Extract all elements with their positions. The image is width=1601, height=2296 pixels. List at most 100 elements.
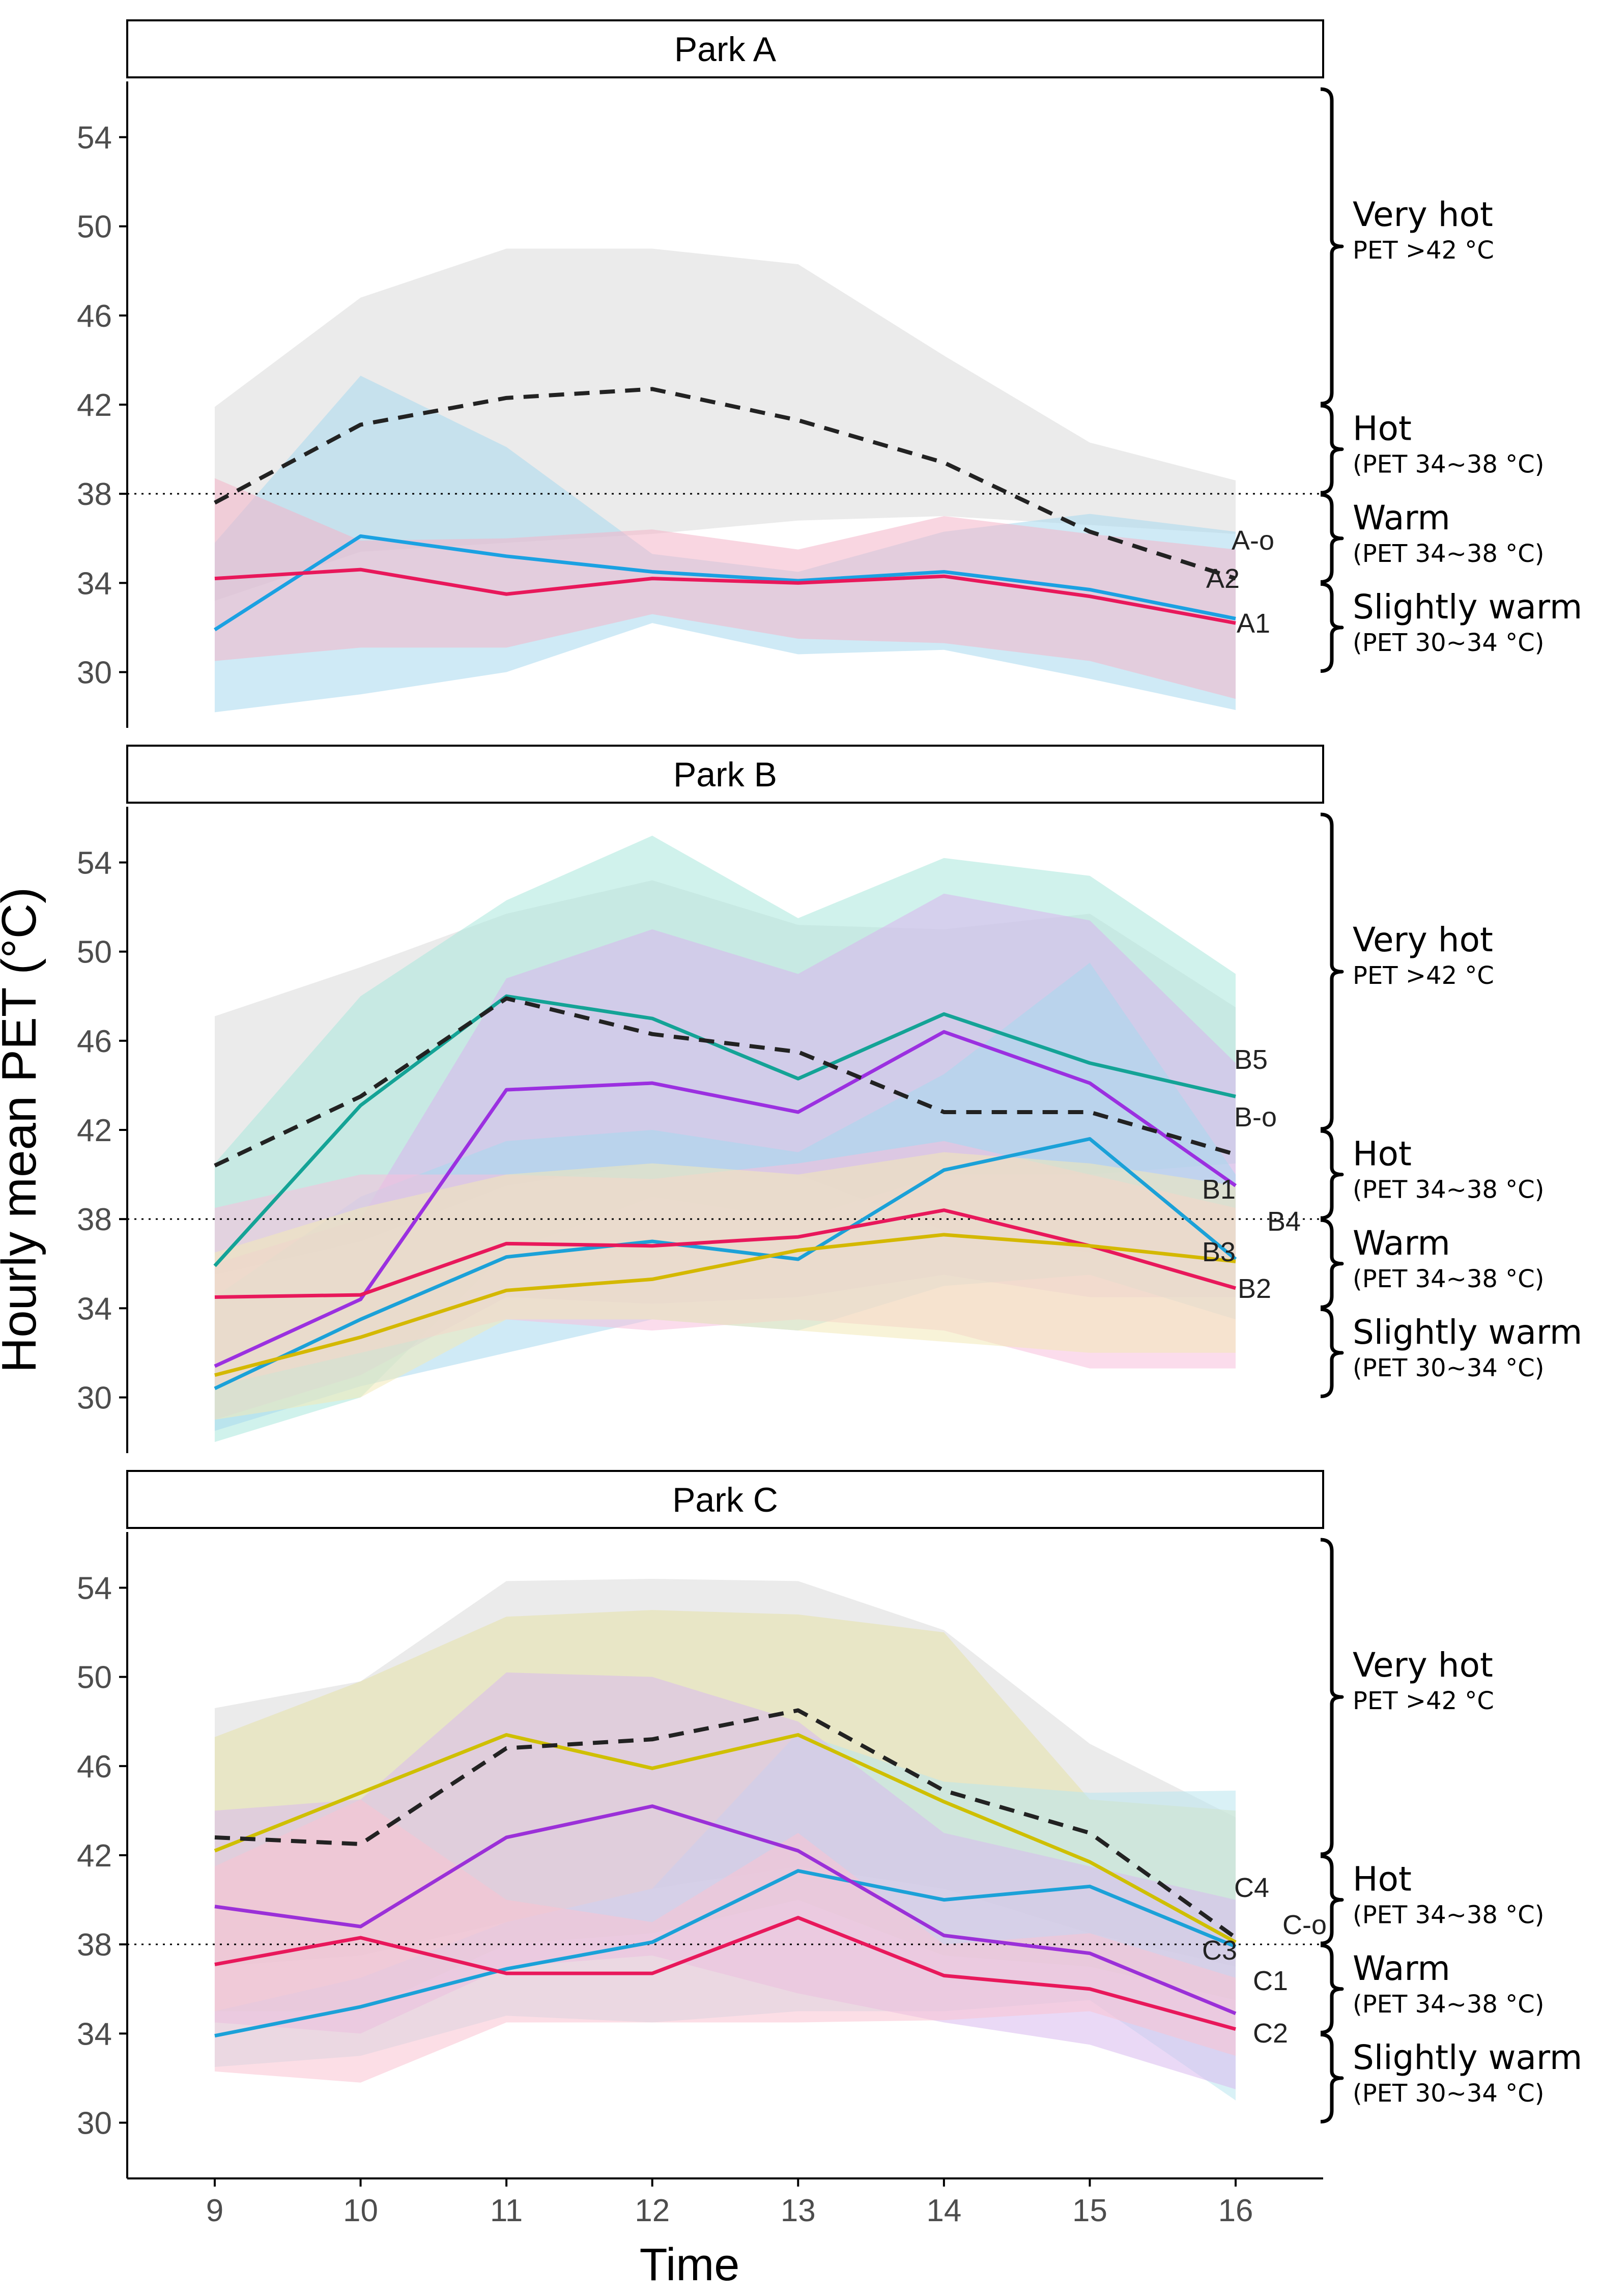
y-tick-label: 34 [77, 2017, 112, 2052]
panel-title: Park B [673, 755, 777, 794]
y-tick-label: 54 [77, 1571, 112, 1606]
series-label-C2: C2 [1253, 2018, 1288, 2049]
series-label-B-o: B-o [1234, 1102, 1277, 1132]
category-label: Very hot [1353, 195, 1493, 234]
category-range: (PET 30~34 °C) [1353, 1354, 1544, 1382]
panel-strip [126, 1470, 1324, 1529]
series-label-C3: C3 [1202, 1935, 1237, 1966]
y-tick-label: 30 [77, 1381, 112, 1416]
panel-3: Park C C-o C4 C3 C1 C2 30 34 38 42 46 50 54 Very hotP… [77, 1470, 1582, 2290]
category-range: (PET 34~38 °C) [1353, 1176, 1544, 1204]
x-tick-label: 15 [1072, 2193, 1107, 2228]
series-label-B1: B1 [1202, 1174, 1236, 1205]
category-range: PET >42 °C [1353, 961, 1494, 990]
series-label-B5: B5 [1234, 1044, 1268, 1075]
y-tick-label: 38 [77, 477, 112, 512]
category-range: (PET 34~38 °C) [1353, 1990, 1544, 2019]
series-line-C2 [214, 1916, 1236, 2031]
category-range: (PET 34~38 °C) [1353, 1901, 1544, 1930]
category-brace [1320, 2032, 1344, 2124]
category-range: (PET 30~34 °C) [1353, 629, 1544, 657]
series-line-B4 [214, 1137, 1237, 1391]
y-tick-label: 50 [77, 1660, 112, 1695]
series-line-C-o [214, 1708, 1237, 1940]
series-label-B4: B4 [1267, 1206, 1301, 1237]
category-label: Warm [1353, 1949, 1450, 1988]
y-tick-label: 50 [77, 210, 112, 245]
series-line-B-o [214, 996, 1237, 1168]
series-line-B3 [214, 1208, 1237, 1299]
series-label-B2: B2 [1238, 1273, 1271, 1304]
series-line-C1 [214, 1804, 1237, 2016]
x-tick-label: 14 [926, 2193, 961, 2228]
series-line-B5 [213, 994, 1236, 1267]
category-brace [1320, 582, 1344, 673]
category-brace [1320, 1943, 1344, 2034]
y-axis-title: Hourly mean PET (°C) [0, 887, 46, 1373]
x-tick-label: 9 [206, 2193, 223, 2228]
series-label-C1: C1 [1253, 1966, 1288, 1996]
category-label: Slightly warm [1353, 1313, 1582, 1352]
panel-strip [126, 745, 1324, 804]
band-A1 [214, 478, 1236, 699]
series-line-A2 [214, 534, 1236, 632]
category-brace [1320, 812, 1344, 1131]
y-tick-label: 46 [77, 1749, 112, 1784]
y-tick-label: 42 [77, 1113, 112, 1148]
category-label: Very hot [1353, 920, 1493, 959]
category-range: PET >42 °C [1353, 236, 1494, 265]
series-line-B1 [214, 1030, 1237, 1368]
x-tick-label: 13 [781, 2193, 816, 2228]
category-brace [1320, 493, 1344, 584]
category-brace [1320, 1307, 1344, 1399]
category-brace [1320, 404, 1344, 495]
category-label: Hot [1353, 409, 1412, 448]
category-brace [1320, 1538, 1344, 1856]
panel-title: Park A [674, 30, 777, 69]
y-tick-label: 54 [77, 120, 112, 155]
series-label-A2: A2 [1206, 563, 1240, 594]
category-brace [1320, 1218, 1344, 1309]
series-line-C4 [214, 1733, 1237, 1944]
series-label-C4: C4 [1234, 1873, 1269, 1903]
x-tick-label: 10 [343, 2193, 378, 2228]
y-tick-label: 38 [77, 1202, 112, 1237]
category-brace [1320, 87, 1344, 406]
panel-title: Park C [672, 1481, 778, 1519]
category-label: Slightly warm [1353, 587, 1582, 627]
series-line-C3 [214, 1869, 1237, 2038]
series-label-C-o: C-o [1282, 1910, 1327, 1940]
x-tick-label: 11 [490, 2193, 523, 2228]
category-range: PET >42 °C [1353, 1687, 1494, 1715]
category-range: (PET 34~38 °C) [1353, 450, 1544, 479]
category-label: Warm [1353, 1224, 1450, 1263]
series-line-A1 [214, 568, 1236, 625]
x-axis-title: Time [640, 2240, 740, 2290]
series-line-A-o [214, 387, 1237, 581]
category-label: Slightly warm [1353, 2038, 1582, 2077]
y-tick-label: 46 [77, 299, 112, 334]
band-C2 [214, 1799, 1236, 2083]
y-tick-label: 30 [77, 656, 112, 691]
series-label-A-o: A-o [1232, 525, 1274, 556]
y-tick-label: 50 [77, 935, 112, 970]
panel-strip [126, 19, 1324, 78]
category-label: Very hot [1353, 1646, 1493, 1685]
series-line-B2 [214, 1233, 1236, 1377]
category-label: Hot [1353, 1135, 1412, 1174]
y-tick-label: 34 [77, 1291, 112, 1326]
y-tick-label: 34 [77, 566, 112, 601]
y-tick-label: 42 [77, 388, 112, 423]
series-label-B3: B3 [1202, 1237, 1236, 1267]
category-brace [1320, 1129, 1344, 1220]
y-tick-label: 46 [77, 1024, 112, 1059]
series-label-A1: A1 [1237, 608, 1270, 639]
category-range: (PET 34~38 °C) [1353, 540, 1544, 568]
category-brace [1320, 1854, 1344, 1945]
y-tick-label: 42 [77, 1838, 112, 1874]
category-range: (PET 30~34 °C) [1353, 2079, 1544, 2108]
x-tick-label: 16 [1218, 2193, 1253, 2228]
